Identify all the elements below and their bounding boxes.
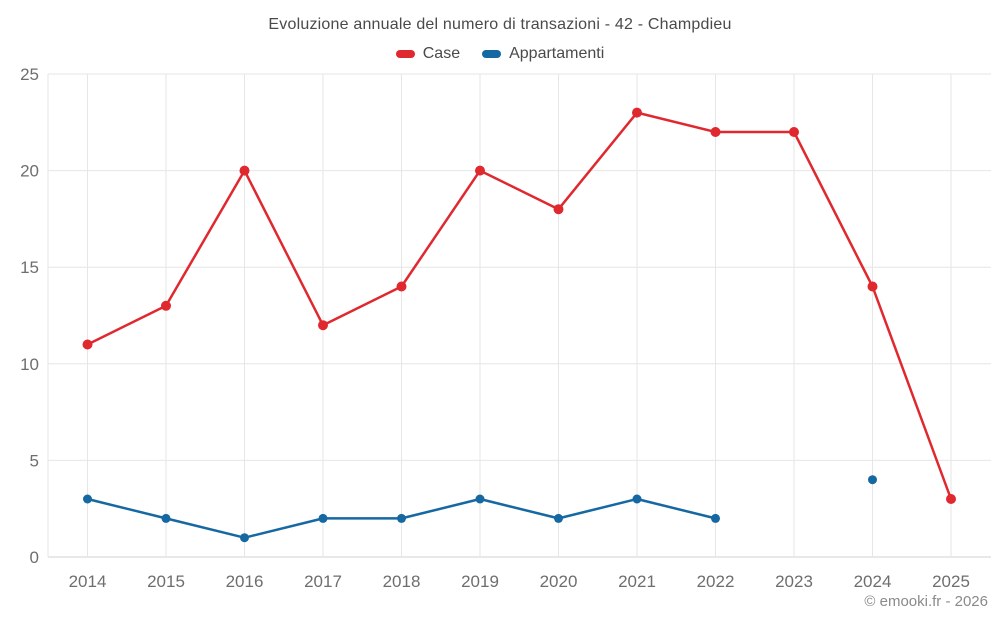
x-tick-label: 2015: [147, 572, 185, 591]
case-series-swatch-icon: [395, 50, 415, 58]
x-tick-label: 2021: [618, 572, 656, 591]
y-tick-label: 10: [20, 355, 39, 374]
x-tick-label: 2019: [461, 572, 499, 591]
chart-title: Evoluzione annuale del numero di transaz…: [268, 16, 732, 33]
data-point-appartamenti-2015[interactable]: [161, 513, 171, 523]
data-point-case-2023[interactable]: [789, 127, 799, 137]
data-point-case-2018[interactable]: [396, 281, 407, 292]
data-point-case-2015[interactable]: [161, 300, 171, 311]
data-point-case-2020[interactable]: [553, 204, 564, 215]
data-point-appartamenti-2019[interactable]: [475, 494, 485, 504]
data-point-case-2024[interactable]: [867, 281, 878, 292]
x-tick-label: 2014: [69, 572, 107, 591]
x-tick-label: 2020: [540, 572, 578, 591]
data-point-appartamenti-2016[interactable]: [240, 533, 249, 543]
data-point-appartamenti-2020[interactable]: [554, 513, 563, 523]
legend-label-case: Case: [422, 45, 461, 62]
data-point-appartamenti-2014[interactable]: [83, 494, 92, 504]
series-line-case: [86, 111, 953, 501]
y-tick-label: 5: [30, 451, 39, 470]
data-point-appartamenti-2024[interactable]: [868, 475, 877, 485]
data-point-case-2021[interactable]: [632, 107, 642, 118]
data-point-case-2016[interactable]: [239, 165, 250, 176]
data-point-case-2014[interactable]: [82, 339, 93, 350]
data-point-case-2019[interactable]: [475, 165, 485, 176]
legend-item-case[interactable]: Case: [395, 45, 461, 63]
appartamenti-series-swatch-icon: [482, 50, 502, 58]
x-tick-label: 2022: [697, 572, 735, 591]
x-tick-label: 2017: [304, 572, 342, 591]
x-tick-label: 2016: [226, 572, 264, 591]
y-tick-label: 0: [30, 548, 39, 567]
y-tick-label: 20: [20, 162, 39, 181]
x-tick-label: 2025: [932, 572, 970, 591]
data-point-appartamenti-2018[interactable]: [397, 513, 406, 523]
data-point-case-2022[interactable]: [710, 127, 721, 137]
x-tick-label: 2023: [775, 572, 813, 591]
y-tick-label: 25: [20, 65, 39, 84]
data-point-appartamenti-2021[interactable]: [632, 494, 642, 504]
legend-item-appartamenti[interactable]: Appartamenti: [482, 45, 604, 63]
x-tick-label: 2018: [383, 572, 421, 591]
data-point-case-2025[interactable]: [946, 494, 956, 504]
chart-legend: Case Appartamenti: [0, 45, 1000, 63]
x-tick-label: 2024: [854, 572, 892, 591]
legend-label-appartamenti: Appartamenti: [509, 45, 605, 62]
watermark-credit: © emooki.fr - 2026: [864, 593, 988, 610]
data-point-appartamenti-2017[interactable]: [318, 513, 328, 523]
y-tick-label: 15: [20, 258, 39, 277]
data-point-appartamenti-2022[interactable]: [711, 513, 720, 523]
data-point-case-2017[interactable]: [318, 320, 328, 331]
